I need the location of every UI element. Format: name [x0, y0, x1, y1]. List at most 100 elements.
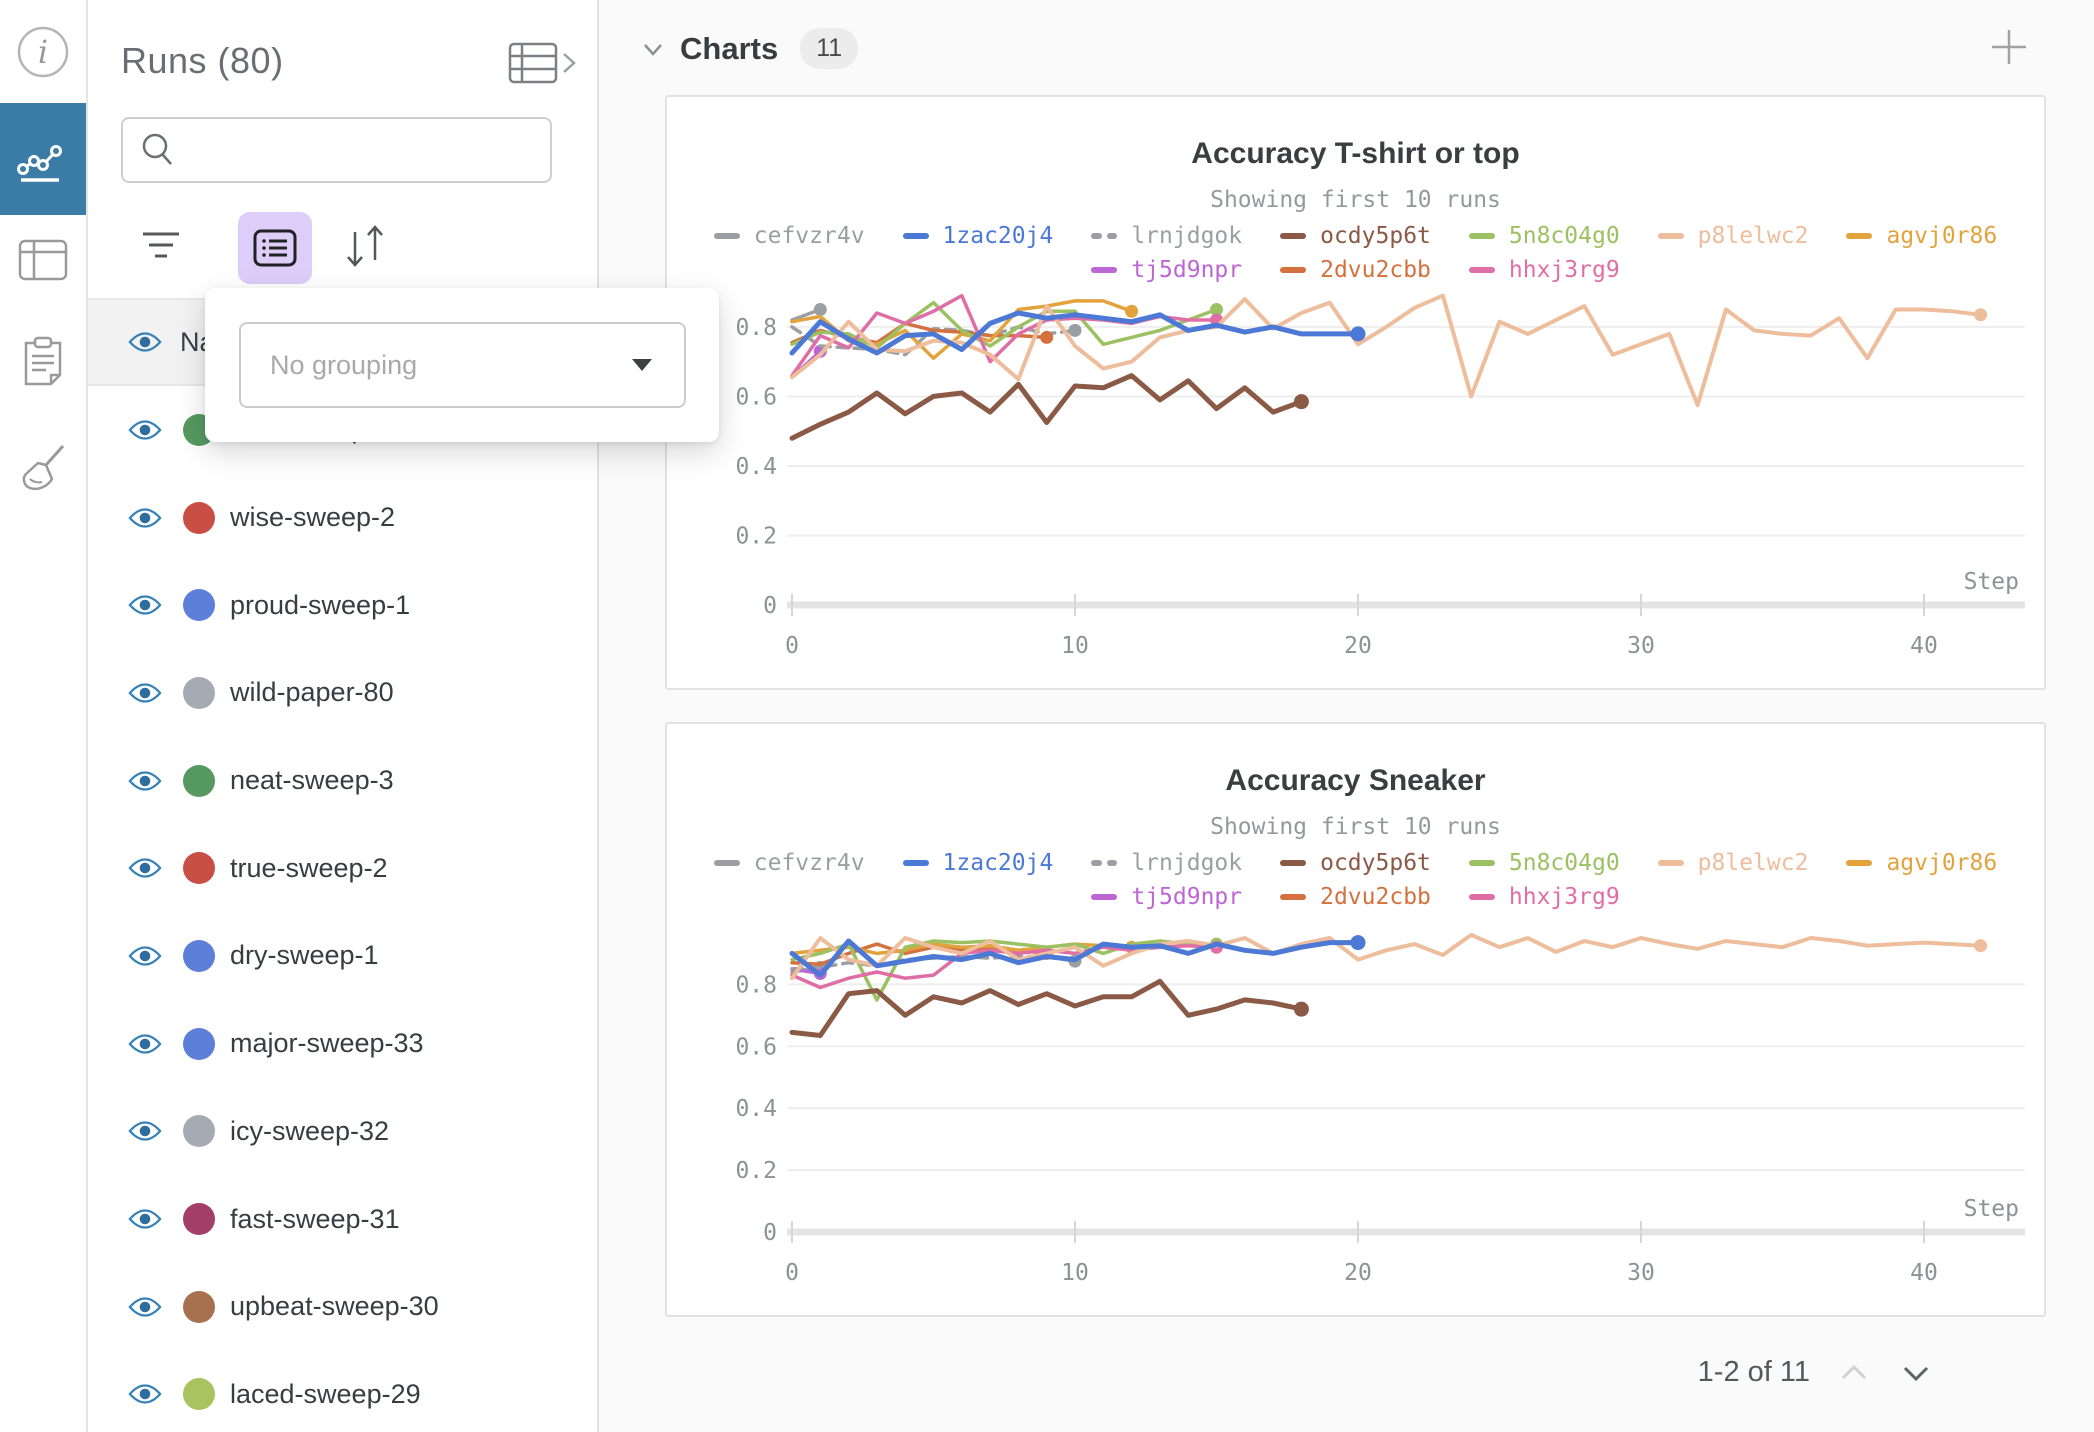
charts-workspace-tab[interactable] — [0, 103, 86, 215]
legend-run-id[interactable]: 1zac20j4 — [942, 223, 1054, 249]
chart-plot-area[interactable]: 0 0.2 0.4 0.6 0.8 0 10 20 30 40 Step — [667, 97, 2044, 688]
run-name[interactable]: dry-sweep-1 — [230, 940, 379, 971]
legend-item[interactable]: tj5d9npr — [1091, 257, 1242, 283]
run-row[interactable]: laced-sweep-29 — [88, 1351, 597, 1432]
series-line-1zac20j4[interactable] — [789, 310, 1361, 356]
series-line-5n8c04g0[interactable] — [790, 939, 1219, 1002]
legend-item[interactable]: 1zac20j4 — [902, 850, 1054, 876]
run-visibility-toggle[interactable] — [128, 768, 162, 794]
run-row[interactable]: true-sweep-2 — [88, 824, 597, 912]
legend-item[interactable]: cefvzr4v — [713, 850, 865, 876]
run-row[interactable]: fast-sweep-31 — [88, 1175, 597, 1263]
legend-run-id[interactable]: ocdy5p6t — [1320, 223, 1431, 249]
series-line-ocdy5p6t[interactable] — [789, 373, 1304, 441]
run-visibility-toggle[interactable] — [128, 417, 162, 443]
legend-run-id[interactable]: cefvzr4v — [753, 223, 865, 249]
legend-run-id[interactable]: hhxj3rg9 — [1508, 257, 1620, 283]
run-name[interactable]: proud-sweep-1 — [230, 589, 411, 620]
pagination-next-button[interactable] — [1898, 1359, 1934, 1387]
legend-run-id[interactable]: agvj0r86 — [1886, 850, 1998, 876]
runs-table-tab[interactable] — [0, 234, 86, 286]
legend-item[interactable]: lrnjdgok — [1091, 223, 1242, 249]
section-title[interactable]: Charts — [680, 30, 779, 66]
run-visibility-toggle[interactable] — [128, 1206, 162, 1232]
legend-run-id[interactable]: 5n8c04g0 — [1508, 850, 1620, 876]
grouping-select[interactable]: No grouping — [239, 322, 686, 408]
run-row[interactable]: upbeat-sweep-30 — [88, 1263, 597, 1351]
sort-runs-button[interactable] — [341, 220, 391, 277]
run-name[interactable]: icy-sweep-32 — [230, 1115, 390, 1146]
legend-run-id[interactable]: tj5d9npr — [1131, 884, 1243, 910]
legend-run-id[interactable]: hhxj3rg9 — [1508, 884, 1620, 910]
legend-item[interactable]: 1zac20j4 — [902, 223, 1054, 249]
chart-panel[interactable]: Accuracy T-shirt or top Showing first 10 … — [665, 95, 2046, 690]
run-row[interactable]: dry-sweep-1 — [88, 912, 597, 1000]
legend-item[interactable]: 2dvu2cbb — [1280, 884, 1431, 910]
filter-button[interactable] — [141, 224, 181, 273]
run-name[interactable]: upbeat-sweep-30 — [230, 1291, 439, 1322]
run-visibility-toggle[interactable] — [128, 1294, 162, 1320]
series-line-ocdy5p6t[interactable] — [789, 978, 1304, 1038]
series-line-p8lelwc2[interactable] — [790, 932, 1983, 981]
legend-run-id[interactable]: lrnjdgok — [1131, 223, 1243, 249]
legend-run-id[interactable]: cefvzr4v — [753, 850, 865, 876]
legend-run-id[interactable]: 5n8c04g0 — [1508, 223, 1620, 249]
run-visibility-toggle[interactable] — [128, 680, 162, 706]
series-line-1zac20j4[interactable] — [789, 938, 1361, 978]
run-row[interactable]: wild-paper-80 — [88, 649, 597, 737]
legend-item[interactable]: hhxj3rg9 — [1468, 884, 1620, 910]
toggle-all-visibility-button[interactable] — [128, 329, 162, 355]
chart-plot-area[interactable]: 0 0.2 0.4 0.6 0.8 0 10 20 30 40 Step — [667, 724, 2044, 1315]
run-name[interactable]: wise-sweep-2 — [230, 502, 396, 533]
expand-runs-table-button[interactable] — [508, 40, 578, 91]
legend-run-id[interactable]: 1zac20j4 — [942, 850, 1054, 876]
legend-item[interactable]: lrnjdgok — [1091, 850, 1242, 876]
legend-item[interactable]: 2dvu2cbb — [1280, 257, 1431, 283]
legend-item[interactable]: tj5d9npr — [1091, 884, 1242, 910]
legend-item[interactable]: 5n8c04g0 — [1468, 223, 1620, 249]
legend-run-id[interactable]: p8lelwc2 — [1697, 850, 1809, 876]
legend-run-id[interactable]: 2dvu2cbb — [1320, 884, 1431, 910]
legend-item[interactable]: p8lelwc2 — [1657, 223, 1809, 249]
legend-run-id[interactable]: 2dvu2cbb — [1320, 257, 1431, 283]
legend-run-id[interactable]: p8lelwc2 — [1697, 223, 1809, 249]
chart-panel[interactable]: Accuracy Sneaker Showing first 10 runs cef… — [665, 722, 2046, 1317]
run-visibility-toggle[interactable] — [128, 943, 162, 969]
run-name[interactable]: true-sweep-2 — [230, 852, 388, 883]
info-icon[interactable]: i — [0, 24, 86, 80]
run-name[interactable]: fast-sweep-31 — [230, 1203, 400, 1234]
legend-item[interactable]: agvj0r86 — [1846, 223, 1997, 249]
legend-item[interactable]: p8lelwc2 — [1657, 850, 1809, 876]
run-row[interactable]: proud-sweep-1 — [88, 561, 597, 649]
run-name[interactable]: major-sweep-33 — [230, 1028, 424, 1059]
legend-item[interactable]: ocdy5p6t — [1280, 850, 1431, 876]
run-name[interactable]: laced-sweep-29 — [230, 1378, 421, 1409]
legend-run-id[interactable]: agvj0r86 — [1886, 223, 1998, 249]
run-visibility-toggle[interactable] — [128, 592, 162, 618]
legend-run-id[interactable]: tj5d9npr — [1131, 257, 1243, 283]
run-row[interactable]: wise-sweep-2 — [88, 474, 597, 562]
run-name[interactable]: neat-sweep-3 — [230, 765, 394, 796]
legend-run-id[interactable]: lrnjdgok — [1131, 850, 1243, 876]
series-line-p8lelwc2[interactable] — [790, 293, 1983, 408]
legend-item[interactable]: 5n8c04g0 — [1468, 850, 1620, 876]
run-visibility-toggle[interactable] — [128, 855, 162, 881]
collapse-section-chevron-icon[interactable] — [640, 36, 666, 62]
legend-item[interactable]: agvj0r86 — [1846, 850, 1997, 876]
search-input[interactable] — [189, 134, 549, 166]
run-visibility-toggle[interactable] — [128, 505, 162, 531]
pagination-prev-button[interactable] — [1836, 1359, 1872, 1387]
legend-item[interactable]: ocdy5p6t — [1280, 223, 1431, 249]
group-runs-button[interactable] — [238, 212, 312, 284]
run-row[interactable]: major-sweep-33 — [88, 1000, 597, 1088]
run-visibility-toggle[interactable] — [128, 1031, 162, 1057]
run-visibility-toggle[interactable] — [128, 1118, 162, 1144]
sweeps-tab[interactable] — [0, 438, 86, 496]
legend-run-id[interactable]: ocdy5p6t — [1320, 850, 1431, 876]
series-line-5n8c04g0[interactable] — [790, 300, 1219, 350]
run-row[interactable]: icy-sweep-32 — [88, 1088, 597, 1176]
legend-item[interactable]: cefvzr4v — [713, 223, 865, 249]
run-search-box[interactable] — [121, 117, 552, 183]
legend-item[interactable]: hhxj3rg9 — [1468, 257, 1620, 283]
add-panel-button[interactable] — [1988, 26, 2030, 73]
